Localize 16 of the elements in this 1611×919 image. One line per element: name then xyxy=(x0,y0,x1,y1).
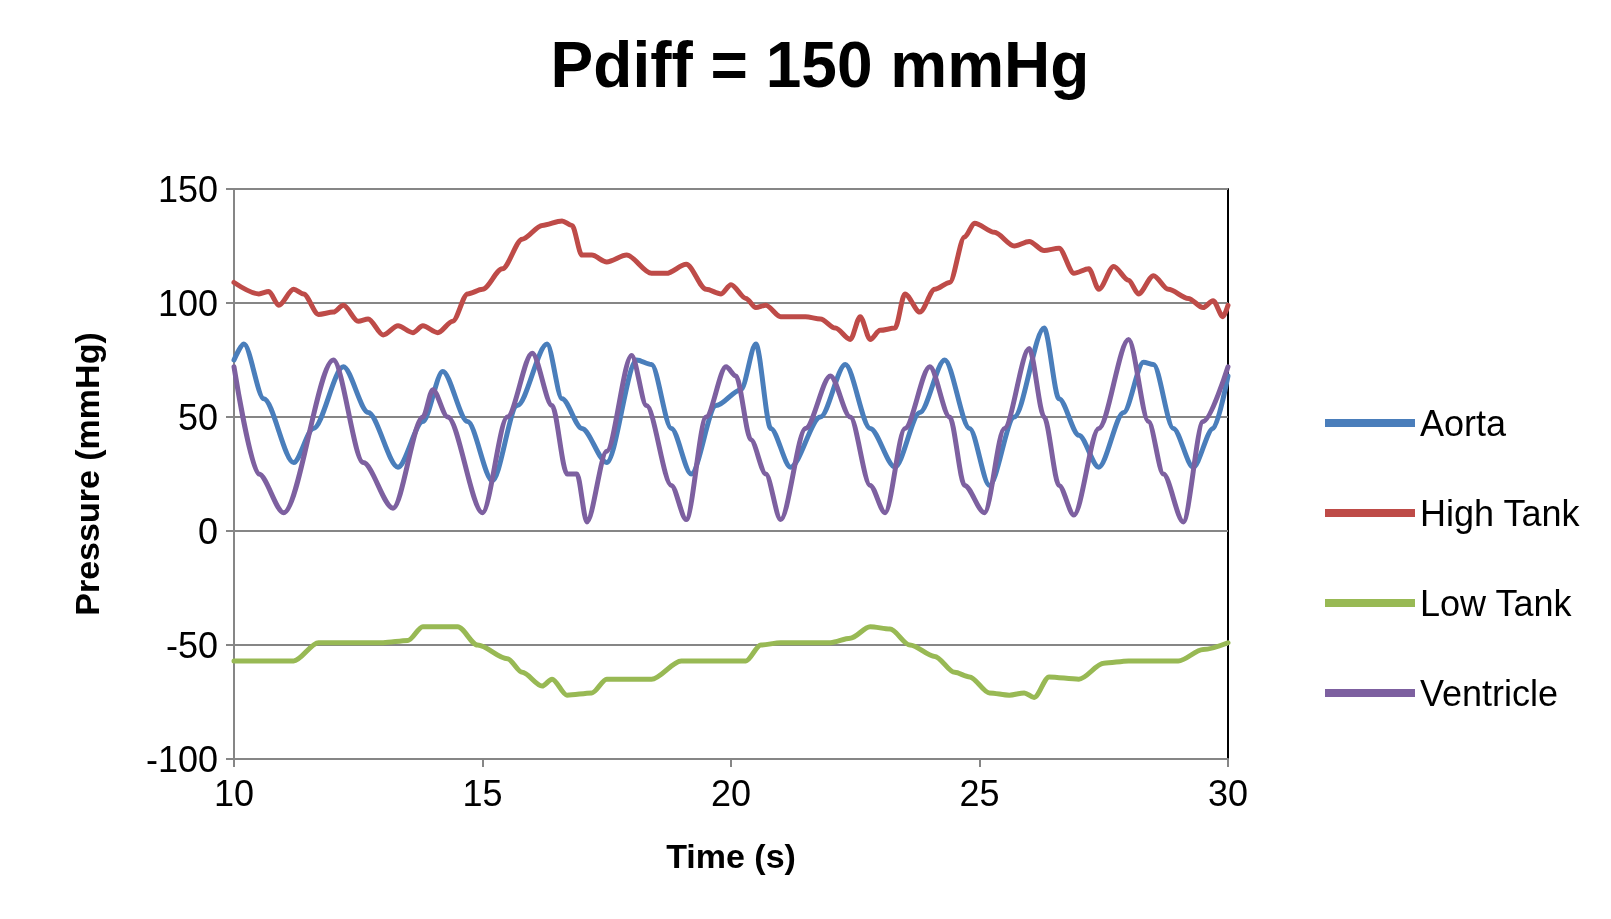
y-axis-title: Pressure (mmHg) xyxy=(68,332,106,616)
y-tick-label: -50 xyxy=(165,624,218,666)
y-tick-label: 0 xyxy=(197,510,218,552)
x-tick-label: 15 xyxy=(462,772,503,814)
chart-title: Pdiff = 150 mmHg xyxy=(550,29,1090,101)
y-tick-label: 50 xyxy=(177,396,218,438)
legend-label: Ventricle xyxy=(1420,672,1559,714)
x-tick-label: 25 xyxy=(959,772,1000,814)
x-axis-title: Time (s) xyxy=(666,837,796,875)
legend-label: Low Tank xyxy=(1420,582,1573,624)
legend-label: High Tank xyxy=(1420,492,1581,534)
y-tick-label: 150 xyxy=(157,168,218,210)
x-tick-label: 30 xyxy=(1207,772,1249,814)
x-tick-label: 20 xyxy=(710,772,752,814)
legend-label: Aorta xyxy=(1420,402,1508,444)
y-tick-label: 100 xyxy=(157,282,218,324)
